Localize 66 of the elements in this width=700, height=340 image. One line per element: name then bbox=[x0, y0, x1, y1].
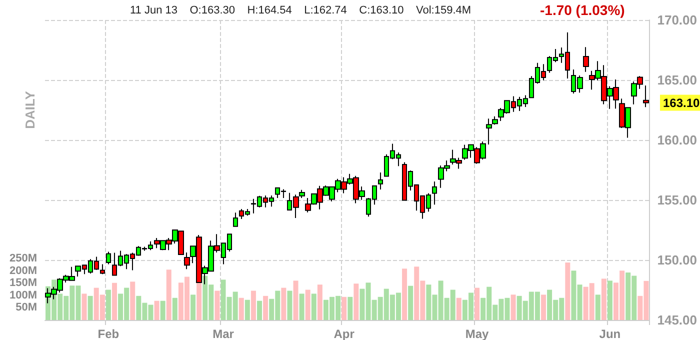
bar bbox=[342, 296, 347, 320]
bar bbox=[354, 284, 359, 320]
y2-tick-label: 50M bbox=[16, 302, 37, 314]
candlestick bbox=[100, 264, 105, 275]
bar bbox=[106, 290, 111, 320]
bar bbox=[263, 296, 268, 320]
bar bbox=[154, 300, 160, 320]
bar bbox=[293, 280, 298, 320]
candlestick bbox=[486, 118, 492, 145]
x-tick-label: Mar bbox=[212, 327, 234, 340]
x-tick-label: Jun bbox=[599, 327, 621, 340]
bar bbox=[130, 282, 136, 320]
bar bbox=[214, 290, 220, 320]
chart-subtitle: 11 Jun 13 O:163.30 H:164.54 L:162.74 C:163.10 Vol:159.4M bbox=[130, 4, 472, 16]
bar bbox=[402, 268, 408, 320]
text: -1.70 (1.03%) bbox=[540, 2, 625, 18]
bar bbox=[565, 262, 570, 320]
bar bbox=[540, 294, 546, 320]
y2-tick-label: 200M bbox=[9, 264, 37, 277]
bar bbox=[281, 288, 286, 320]
y-tick-label: 145.00 bbox=[657, 312, 698, 328]
bar bbox=[257, 300, 262, 320]
y-tick-label: 170.00 bbox=[657, 12, 698, 28]
bar bbox=[408, 286, 414, 320]
candlestick bbox=[432, 181, 437, 206]
y2-tick-label: 150M bbox=[9, 277, 37, 290]
candlestick bbox=[184, 252, 190, 270]
bar bbox=[317, 284, 322, 320]
candlestick bbox=[233, 212, 238, 227]
bar bbox=[311, 294, 316, 320]
text: 163.10 bbox=[663, 96, 700, 110]
bar bbox=[112, 282, 117, 320]
y2-tick-label: 250M bbox=[9, 252, 37, 265]
y-tick-label: 150.00 bbox=[657, 252, 698, 268]
candlestick bbox=[492, 116, 498, 126]
bar bbox=[160, 300, 166, 320]
candlestick bbox=[299, 189, 305, 198]
candlestick bbox=[643, 85, 649, 108]
bar bbox=[299, 294, 304, 320]
bar bbox=[172, 298, 178, 320]
bar bbox=[82, 294, 87, 320]
bar bbox=[474, 288, 480, 320]
x-tick-label: Feb bbox=[98, 327, 120, 340]
bar bbox=[287, 290, 292, 320]
candlestick bbox=[106, 251, 111, 265]
bar bbox=[348, 296, 353, 320]
bar bbox=[238, 298, 244, 320]
y2-tick-label: 100M bbox=[9, 289, 37, 302]
bar bbox=[607, 280, 612, 320]
bar bbox=[456, 298, 462, 320]
y-tick-label: 165.00 bbox=[657, 72, 698, 88]
bar bbox=[166, 270, 172, 320]
y-tick-label: 155.00 bbox=[657, 192, 698, 208]
bar bbox=[601, 278, 606, 320]
candlestick bbox=[378, 172, 383, 190]
bar bbox=[190, 294, 196, 320]
bar bbox=[250, 290, 256, 320]
candlestick bbox=[583, 46, 589, 72]
bar bbox=[88, 296, 93, 320]
bar bbox=[196, 281, 202, 320]
bar bbox=[244, 300, 250, 320]
bar bbox=[595, 294, 600, 320]
bar bbox=[510, 294, 516, 320]
text: DAILY bbox=[22, 90, 38, 129]
y-tick-label: 160.00 bbox=[657, 132, 698, 148]
bar bbox=[305, 290, 310, 320]
